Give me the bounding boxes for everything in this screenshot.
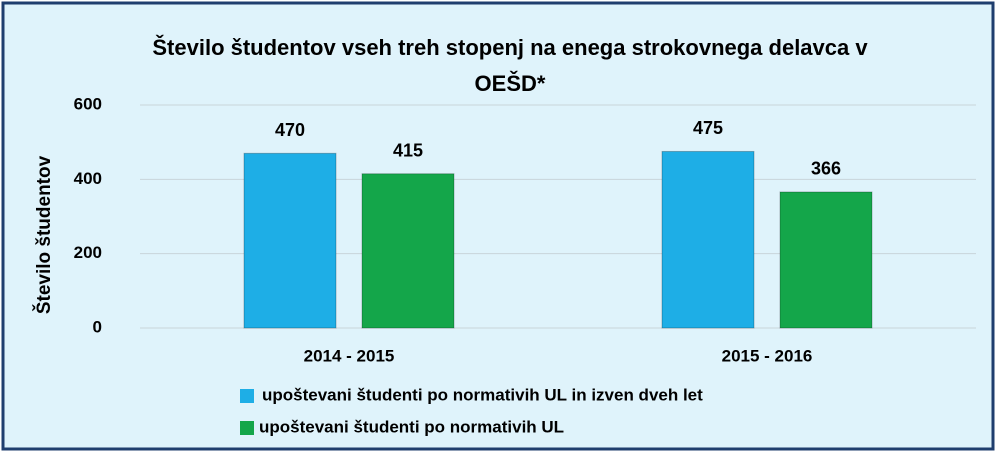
y-axis-label: Število študentov (33, 155, 55, 314)
data-label: 415 (393, 141, 423, 161)
y-tick-label: 200 (74, 243, 102, 262)
bar (361, 173, 455, 329)
legend-swatch (240, 389, 254, 403)
bar (779, 191, 873, 329)
bar (243, 152, 337, 329)
legend-swatch (240, 421, 254, 435)
y-tick-label: 0 (93, 317, 102, 336)
chart-title: Število študentov vseh treh stopenj na e… (152, 35, 868, 96)
data-label: 470 (275, 120, 305, 140)
legend-label: upoštevani študenti po normativih UL (259, 417, 564, 436)
x-tick-label: 2015 - 2016 (722, 346, 813, 365)
data-label: 475 (693, 118, 723, 138)
y-tick-label: 400 (74, 169, 102, 188)
legend-label: upoštevani študenti po normativih UL in … (262, 385, 703, 404)
bar (661, 150, 755, 329)
y-tick-label: 600 (74, 94, 102, 113)
x-tick-label: 2014 - 2015 (304, 346, 395, 365)
data-label: 366 (811, 159, 841, 179)
